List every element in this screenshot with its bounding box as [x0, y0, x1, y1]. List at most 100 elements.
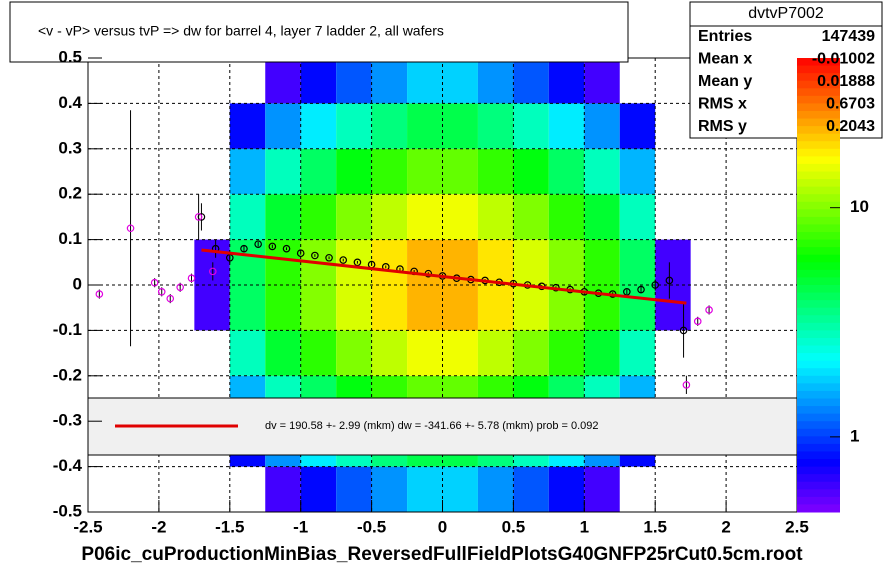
y-tick-label: 0.3 [58, 138, 82, 157]
heat-cell [407, 466, 443, 512]
heat-cell [584, 239, 620, 285]
color-bar-step [797, 285, 840, 294]
x-tick-label: -2.5 [73, 517, 102, 536]
heat-cell [229, 330, 266, 376]
color-bar-step [797, 163, 840, 172]
heat-cell [336, 466, 372, 512]
heat-cell [336, 58, 372, 104]
heat-cell [442, 466, 478, 512]
profile-point [254, 240, 262, 248]
heat-cell [407, 285, 443, 331]
color-bar-step [797, 413, 840, 422]
profile-point [282, 244, 291, 253]
color-bar-step [797, 179, 840, 188]
color-bar-step [797, 443, 840, 452]
color-bar-step [797, 73, 840, 82]
heat-cell [265, 330, 301, 376]
color-bar-step [797, 353, 840, 362]
heat-cell [407, 330, 443, 376]
heat-cell [407, 239, 443, 285]
profile-point [637, 285, 645, 294]
heat-cell [229, 148, 266, 195]
color-bar-step [797, 292, 840, 301]
heat-cell [300, 58, 337, 104]
profile-point [240, 244, 248, 253]
stats-label: Mean x [698, 51, 752, 68]
color-bar-step [797, 247, 840, 256]
color-bar-step [797, 390, 840, 399]
heat-cell [371, 194, 408, 240]
y-tick-label: -0.2 [53, 365, 82, 384]
color-bar-step [797, 95, 840, 104]
color-bar-step [797, 141, 840, 150]
color-bar-step [797, 383, 840, 392]
heat-cell [548, 58, 585, 104]
x-tick-label: -1 [293, 517, 308, 536]
stats-value: -0.01002 [812, 51, 875, 68]
heat-cell [513, 103, 549, 149]
heat-cell [300, 330, 337, 376]
color-bar-step [797, 466, 840, 475]
heat-cell [619, 330, 656, 376]
color-bar-step [797, 118, 840, 127]
heat-cell [265, 194, 301, 240]
heat-cell [371, 330, 408, 376]
heat-cell [584, 330, 620, 376]
profile-point [665, 276, 674, 285]
heat-cell [513, 466, 549, 512]
heat-cell [477, 285, 514, 331]
heat-cell [371, 285, 408, 331]
x-tick-label: 0 [438, 517, 447, 536]
stats-value: 0.01888 [817, 73, 875, 90]
heat-cell [477, 103, 514, 149]
heat-cell [584, 103, 620, 149]
color-bar-step [797, 406, 840, 415]
color-bar-step [797, 254, 840, 263]
fit-line [201, 248, 687, 305]
y-tick-label: 0.2 [58, 184, 82, 203]
heat-cell [619, 285, 656, 331]
heat-cell [655, 285, 691, 331]
heat-cell [336, 330, 372, 376]
heat-cell [442, 103, 478, 149]
profile-point [693, 317, 702, 326]
heat-cell [265, 58, 301, 104]
color-bar-step [797, 262, 840, 271]
heat-cell [229, 194, 266, 240]
profile-point [682, 381, 691, 389]
x-tick-label: -1.5 [215, 517, 244, 536]
heat-cell [548, 330, 585, 376]
color-bar-step [797, 496, 840, 505]
heat-cell [265, 285, 301, 331]
color-bar-step [797, 451, 840, 460]
color-bar-step [797, 300, 840, 309]
heat-cell [477, 330, 514, 376]
color-bar-step [797, 126, 840, 135]
heat-cell [548, 466, 585, 512]
heat-cell [584, 148, 620, 195]
profile-point [166, 294, 175, 303]
profile-point [208, 267, 217, 276]
heat-cell [477, 466, 514, 512]
color-bar-step [797, 88, 840, 97]
heat-cell [265, 148, 301, 195]
heat-cell [336, 194, 372, 240]
heat-cell [477, 148, 514, 195]
y-tick-label: -0.5 [53, 501, 82, 520]
heat-cell [584, 466, 620, 512]
y-tick-label: -0.1 [53, 320, 82, 339]
heat-cell [194, 239, 230, 285]
color-bar-step [797, 459, 840, 468]
heat-cell [265, 466, 301, 512]
x-tick-label: 1 [580, 517, 589, 536]
z-tick-label: 10 [850, 197, 869, 216]
z-tick-label: 1 [850, 426, 859, 445]
heat-cell [442, 58, 478, 104]
profile-point [157, 288, 166, 296]
profile-point [353, 258, 362, 267]
heat-cell [477, 194, 514, 240]
color-bar-step [797, 156, 840, 165]
x-tick-label: 2.5 [785, 517, 809, 536]
heat-cell [336, 285, 372, 331]
